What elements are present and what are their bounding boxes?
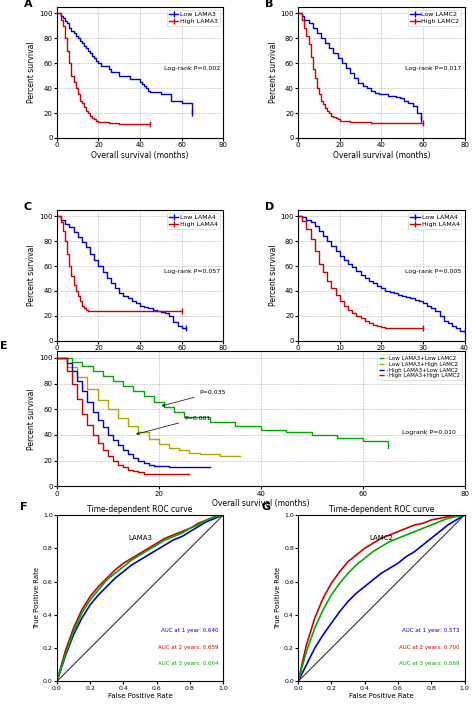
- X-axis label: Overall survival (months): Overall survival (months): [91, 354, 189, 363]
- Y-axis label: Percent survival: Percent survival: [27, 244, 36, 306]
- Y-axis label: Percent survival: Percent survival: [27, 42, 36, 104]
- Text: P=0.001: P=0.001: [137, 415, 210, 435]
- X-axis label: Overall survival (months): Overall survival (months): [333, 354, 430, 363]
- Text: A: A: [24, 0, 32, 9]
- Text: C: C: [24, 202, 32, 212]
- Text: P=0.035: P=0.035: [162, 390, 226, 406]
- Text: Log-rank P=0.017: Log-rank P=0.017: [405, 66, 461, 71]
- Text: LAMA3: LAMA3: [128, 535, 152, 541]
- Text: AUC at 1 year: 0.573: AUC at 1 year: 0.573: [402, 628, 459, 633]
- X-axis label: Overall survival (months): Overall survival (months): [212, 499, 310, 508]
- Text: D: D: [265, 202, 274, 212]
- Y-axis label: True Positive Rate: True Positive Rate: [275, 567, 281, 629]
- Y-axis label: Percent survival: Percent survival: [269, 42, 278, 104]
- Text: E: E: [0, 341, 8, 351]
- X-axis label: False Positive Rate: False Positive Rate: [108, 693, 173, 699]
- Text: Log-rank P=0.002: Log-rank P=0.002: [164, 66, 220, 71]
- Text: AUC at 3 years: 0.664: AUC at 3 years: 0.664: [158, 662, 218, 667]
- Legend: Low LAMA4, High LAMA4: Low LAMA4, High LAMA4: [409, 213, 461, 229]
- Text: F: F: [20, 502, 28, 512]
- Text: Log-rank P=0.005: Log-rank P=0.005: [405, 269, 461, 274]
- Text: AUC at 3 years: 0.669: AUC at 3 years: 0.669: [399, 662, 459, 667]
- Text: B: B: [265, 0, 273, 9]
- Title: Time-dependent ROC curve: Time-dependent ROC curve: [328, 506, 434, 514]
- Y-axis label: Percent survival: Percent survival: [269, 244, 278, 306]
- Y-axis label: Percent survival: Percent survival: [27, 388, 36, 449]
- Text: AUC at 2 years: 0.700: AUC at 2 years: 0.700: [399, 645, 459, 650]
- Text: Logrank P=0.010: Logrank P=0.010: [402, 430, 456, 435]
- X-axis label: False Positive Rate: False Positive Rate: [349, 693, 414, 699]
- Text: AUC at 2 years: 0.659: AUC at 2 years: 0.659: [158, 645, 218, 650]
- Legend: Low LAMA4, High LAMA4: Low LAMA4, High LAMA4: [167, 213, 220, 229]
- Legend: Low LAMC2, High LAMC2: Low LAMC2, High LAMC2: [408, 10, 461, 26]
- X-axis label: Overall survival (months): Overall survival (months): [91, 151, 189, 160]
- Text: Log-rank P=0.057: Log-rank P=0.057: [164, 269, 220, 274]
- Y-axis label: True Positive Rate: True Positive Rate: [34, 567, 40, 629]
- X-axis label: Overall survival (months): Overall survival (months): [333, 151, 430, 160]
- Legend: Low LAMA3+Low LAMC2, Low LAMA3+High LAMC2, High LAMA3+Low LAMC2, High LAMA3+High: Low LAMA3+Low LAMC2, Low LAMA3+High LAMC…: [377, 354, 462, 380]
- Title: Time-dependent ROC curve: Time-dependent ROC curve: [87, 506, 193, 514]
- Text: G: G: [262, 502, 271, 512]
- Legend: Low LAMA3, High LAMA3: Low LAMA3, High LAMA3: [167, 10, 220, 26]
- Text: LAMC2: LAMC2: [369, 535, 393, 541]
- Text: AUC at 1 year: 0.640: AUC at 1 year: 0.640: [161, 628, 218, 633]
